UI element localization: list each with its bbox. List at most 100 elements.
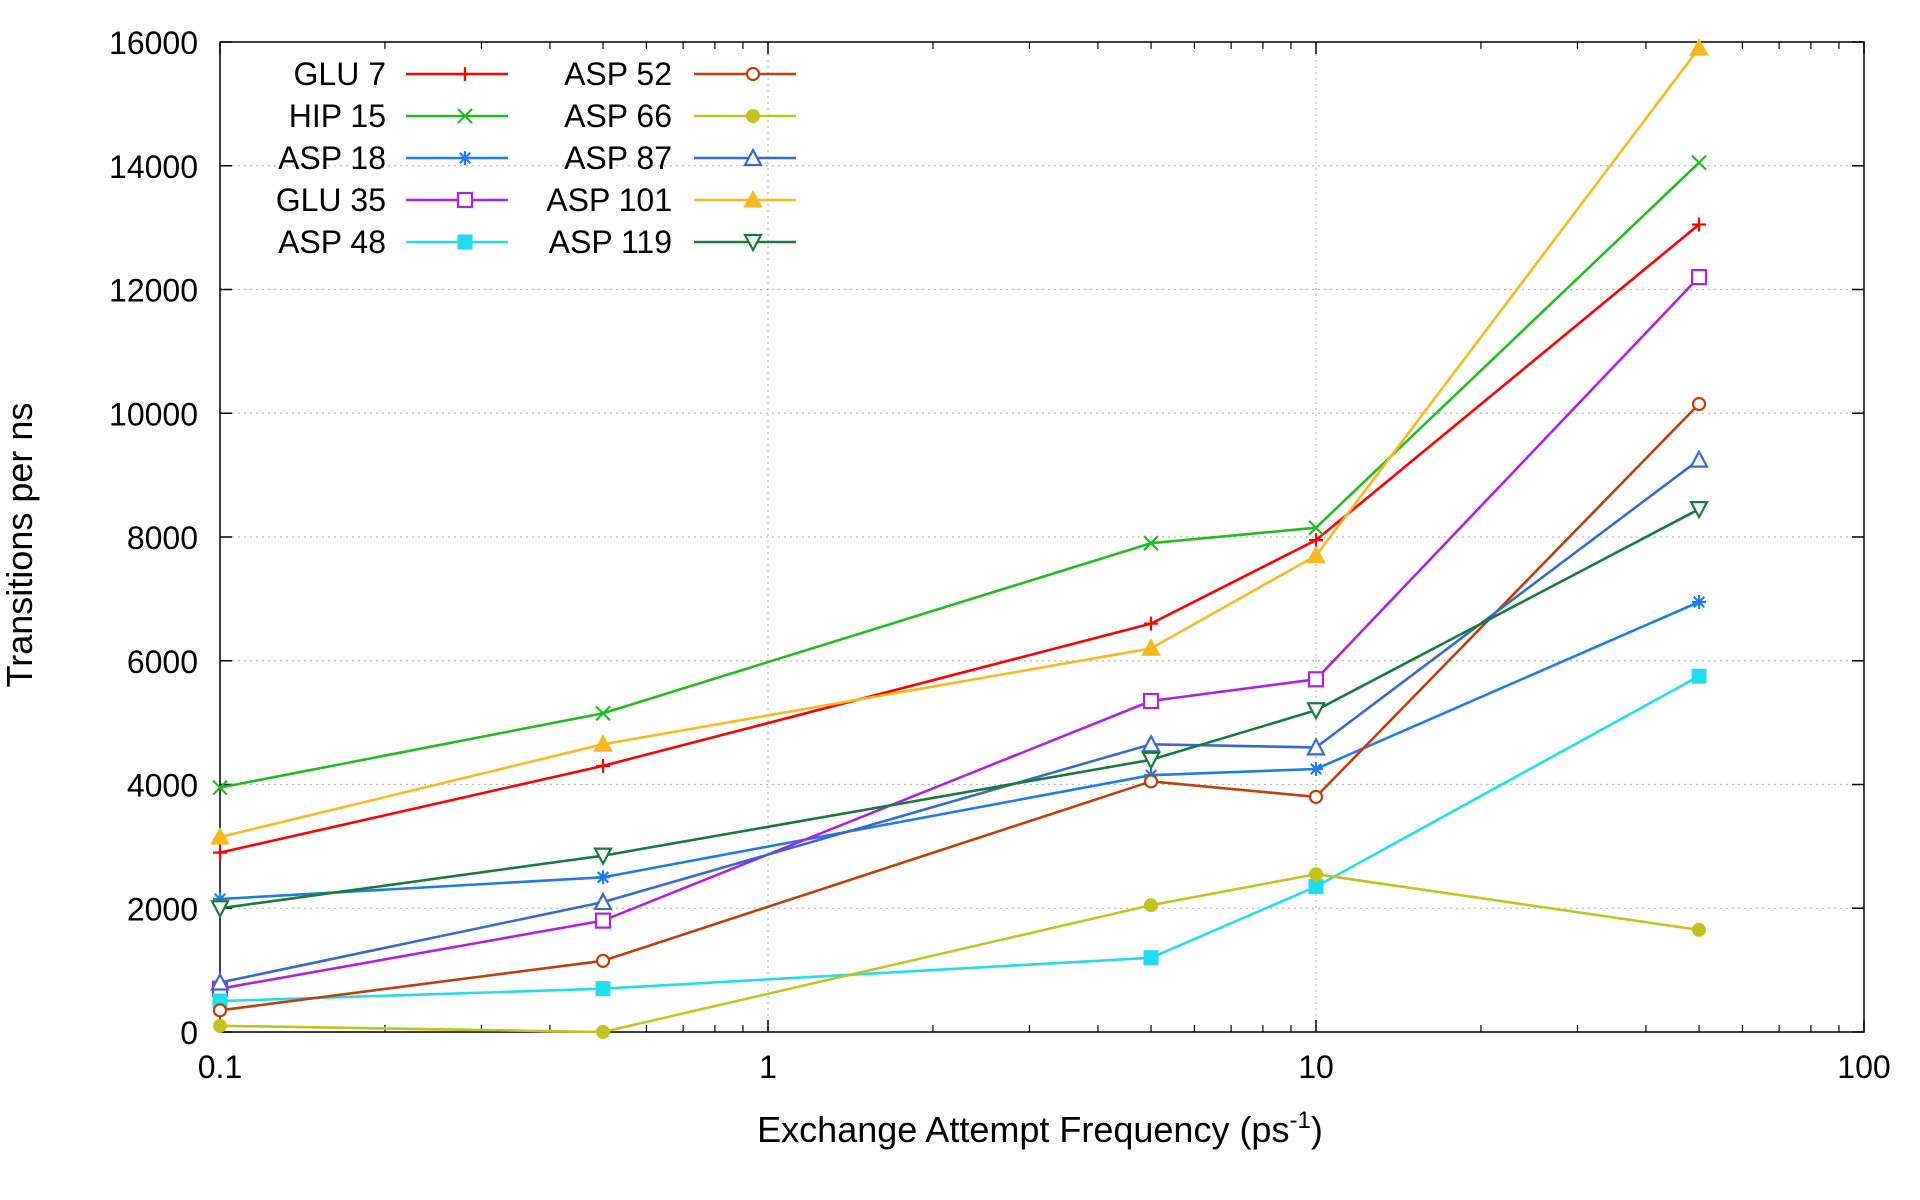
legend-label: ASP 48 — [278, 224, 386, 260]
data-point-asp-87 — [1306, 737, 1326, 756]
data-point-asp-101 — [1306, 545, 1326, 564]
legend-entry-asp-48: ASP 48 — [278, 224, 508, 260]
data-point-asp-48 — [1691, 668, 1707, 684]
data-point-asp-52 — [595, 953, 611, 968]
legend-entry-asp-18: ASP 18 — [278, 140, 508, 176]
x-axis-label-exponent: -1 — [1289, 1107, 1310, 1134]
data-point-asp-48 — [1308, 879, 1324, 895]
data-point-glu-7 — [1692, 217, 1707, 232]
legend-label: ASP 18 — [278, 140, 386, 176]
y-tick-label: 16000 — [109, 25, 198, 61]
data-point-hip-15 — [1308, 519, 1324, 536]
legend-swatch-marker — [745, 66, 761, 82]
data-point-hip-15 — [1143, 535, 1159, 551]
legend-entry-asp-87: ASP 87 — [564, 140, 796, 176]
data-point-asp-52 — [1143, 774, 1159, 789]
series-lines — [210, 38, 1709, 1039]
series-line-asp-52 — [219, 403, 1700, 1012]
series-line-asp-87 — [219, 458, 1700, 984]
legend-label: ASP 66 — [564, 98, 672, 134]
data-point-glu-35 — [594, 912, 612, 929]
y-tick-label: 14000 — [109, 149, 198, 185]
axis-ticks: 0 2000 4000 6000 8000 10000 12000 14000 16000 0.1… — [109, 25, 1891, 1085]
legend-swatch-marker — [743, 233, 763, 253]
series-asp-48 — [212, 668, 1707, 1009]
legend-label: ASP 87 — [564, 140, 672, 176]
series-asp-52 — [212, 396, 1707, 1018]
series-asp-66 — [213, 867, 1707, 1039]
data-point-asp-48 — [1143, 950, 1159, 966]
data-point-asp-18 — [1309, 762, 1323, 777]
legend-swatch-marker — [458, 67, 472, 81]
legend-label: ASP 101 — [546, 182, 672, 218]
data-point-asp-48 — [595, 981, 611, 997]
legend: GLU 7 HIP 15 ASP 18 GLU 35 ASP 48 ASP 52 ASP 6… — [276, 56, 796, 260]
legend-label: GLU 7 — [294, 56, 386, 92]
data-point-asp-119 — [1689, 501, 1709, 520]
data-point-asp-66 — [213, 1018, 227, 1033]
series-asp-18 — [213, 594, 1707, 906]
data-point-asp-18 — [1692, 594, 1707, 609]
legend-entry-asp-119: ASP 119 — [549, 224, 796, 260]
legend-swatch-marker — [458, 151, 472, 165]
series-glu-35 — [211, 269, 1708, 997]
y-tick-label: 0 — [180, 1015, 198, 1051]
y-tick-label: 6000 — [127, 644, 198, 680]
data-point-asp-101 — [210, 827, 230, 845]
data-point-asp-119 — [210, 900, 230, 919]
legend-entry-asp-66: ASP 66 — [564, 98, 796, 134]
y-tick-label: 12000 — [109, 273, 198, 309]
data-point-glu-7 — [1309, 533, 1323, 548]
y-axis-label: Transitions per ns — [0, 403, 40, 688]
data-point-glu-35 — [1142, 692, 1160, 710]
data-point-glu-35 — [1307, 671, 1325, 688]
legend-label: HIP 15 — [289, 98, 386, 134]
legend-swatch-marker — [456, 191, 474, 209]
data-point-asp-101 — [1141, 638, 1161, 656]
data-point-asp-66 — [1309, 867, 1323, 882]
series-line-glu-7 — [219, 223, 1700, 854]
data-point-asp-119 — [1306, 702, 1326, 721]
data-point-asp-87 — [1689, 449, 1709, 468]
data-point-hip-15 — [1691, 154, 1707, 171]
legend-label: ASP 52 — [564, 56, 672, 92]
data-point-asp-52 — [1691, 396, 1707, 412]
data-point-asp-87 — [210, 972, 230, 991]
data-point-asp-66 — [1144, 898, 1159, 913]
x-axis-label-close: ) — [1311, 1109, 1323, 1150]
data-point-asp-66 — [596, 1025, 611, 1039]
data-point-asp-66 — [1692, 922, 1707, 937]
data-point-asp-119 — [593, 847, 613, 866]
legend-swatch-marker — [457, 234, 473, 250]
series-asp-87 — [210, 449, 1709, 991]
data-point-glu-7 — [213, 845, 227, 860]
x-tick-label: 10 — [1298, 1049, 1334, 1085]
data-point-glu-7 — [596, 758, 611, 773]
series-line-asp-18 — [219, 600, 1700, 901]
legend-entry-asp-101: ASP 101 — [546, 182, 796, 218]
grid — [220, 42, 1864, 1032]
data-point-asp-52 — [212, 1003, 228, 1018]
x-axis-label-main: Exchange Attempt Frequency (ps — [757, 1109, 1289, 1150]
data-point-glu-7 — [1144, 616, 1159, 631]
legend-swatch-marker — [457, 108, 473, 124]
data-point-asp-87 — [1141, 733, 1161, 753]
data-point-asp-87 — [593, 891, 613, 911]
series-line-hip-15 — [219, 161, 1700, 789]
x-tick-label: 100 — [1837, 1049, 1890, 1085]
series-glu-7 — [213, 217, 1707, 860]
data-point-hip-15 — [595, 705, 611, 722]
series-asp-119 — [210, 501, 1709, 919]
x-tick-label: 1 — [759, 1049, 777, 1085]
legend-entry-glu-7: GLU 7 — [294, 56, 508, 92]
x-axis-label: Exchange Attempt Frequency (ps-1) — [757, 1107, 1323, 1150]
legend-entry-asp-52: ASP 52 — [564, 56, 796, 92]
data-point-hip-15 — [212, 779, 228, 796]
legend-swatch-marker — [743, 189, 763, 208]
legend-label: ASP 119 — [549, 224, 672, 260]
legend-entry-glu-35: GLU 35 — [276, 182, 508, 218]
data-point-glu-35 — [1690, 269, 1708, 286]
x-tick-label: 0.1 — [198, 1049, 242, 1085]
legend-swatch-marker — [743, 147, 763, 167]
